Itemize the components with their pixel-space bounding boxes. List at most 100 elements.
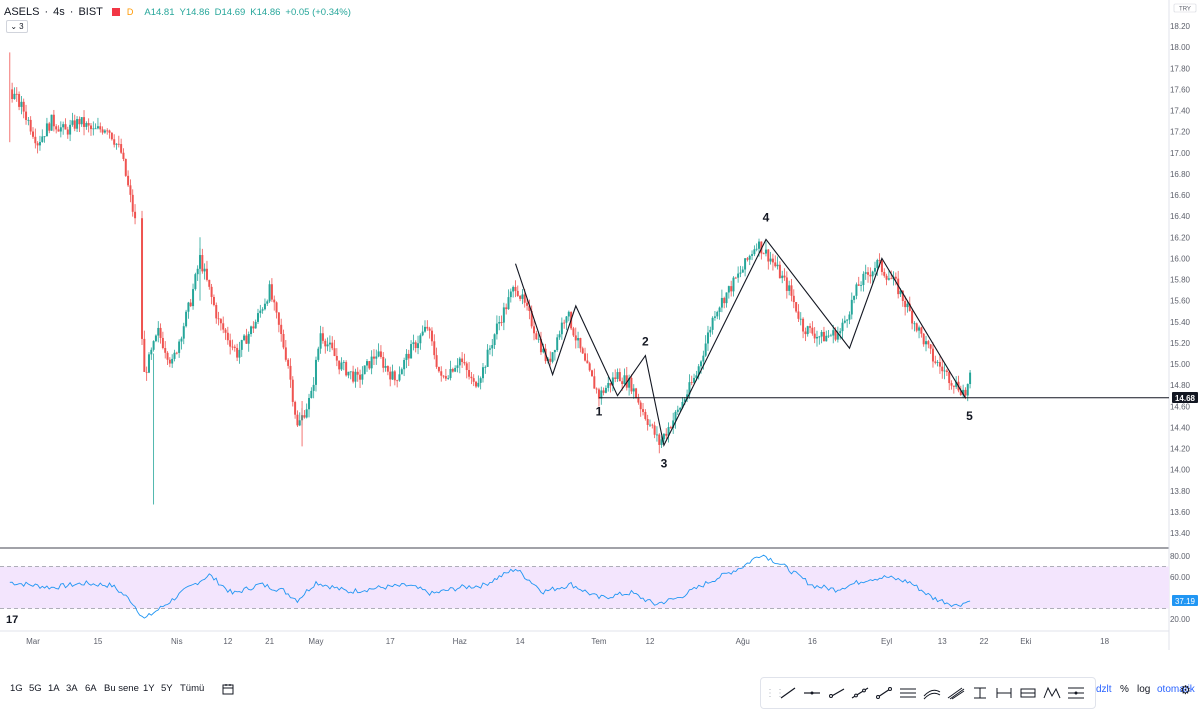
date-price-range-tool[interactable] — [1017, 683, 1039, 703]
candle-body — [748, 255, 751, 260]
candle-body — [345, 362, 348, 376]
candle — [108, 129, 111, 139]
candle — [212, 294, 215, 307]
candle — [639, 400, 642, 417]
candle — [372, 349, 375, 365]
drag-handle-icon[interactable]: ⋮⋮ — [765, 687, 785, 699]
regression-trend-tool[interactable] — [921, 683, 943, 703]
timeframe-button[interactable]: Tümü — [180, 683, 205, 694]
candle — [876, 258, 879, 276]
candle-body — [475, 381, 478, 387]
candle — [48, 121, 51, 134]
currency-badge[interactable] — [1173, 3, 1197, 13]
candle-body — [215, 305, 218, 319]
candle — [931, 342, 934, 368]
symbol-name[interactable]: ASELS — [4, 6, 40, 18]
candle-body — [85, 123, 88, 127]
extended-line-tool[interactable] — [849, 683, 871, 703]
candle — [164, 341, 167, 359]
candle-body — [674, 411, 677, 421]
candle — [648, 419, 651, 428]
chevron-down-icon: ⌄ — [10, 22, 18, 31]
candle-body — [832, 330, 835, 336]
candle-body — [502, 307, 505, 323]
date-range-tool[interactable] — [993, 683, 1015, 703]
candle-body — [103, 130, 106, 133]
candle-body — [238, 349, 241, 358]
candle-body — [331, 342, 334, 349]
candle-body — [463, 361, 466, 364]
timeframe-button[interactable]: 5G — [29, 683, 42, 694]
time-tick-label: 21 — [265, 637, 274, 646]
open-value: A14.81 — [144, 6, 175, 18]
candle-body — [688, 382, 691, 395]
candle — [929, 343, 932, 354]
collapse-indicators-button[interactable]: ⌄ 3 — [6, 20, 28, 33]
timeframe-button[interactable]: Bu sene — [104, 683, 139, 694]
candle — [950, 380, 953, 390]
candle-body — [758, 241, 761, 249]
candle — [502, 302, 505, 331]
candle-body — [449, 368, 452, 379]
candle-body — [45, 123, 48, 137]
candle-body — [827, 335, 830, 337]
timeframe-button[interactable]: 5Y — [161, 683, 173, 694]
candle — [674, 410, 677, 429]
price-range-tool[interactable] — [969, 683, 991, 703]
candle-body — [528, 305, 531, 311]
candle — [535, 330, 538, 340]
candle-body — [127, 175, 130, 186]
candle-body — [952, 385, 955, 387]
extended-hours-toggle[interactable]: dzlt — [1096, 684, 1112, 695]
candle-body — [194, 274, 197, 290]
settings-gear-icon[interactable]: ⚙ — [1180, 683, 1191, 697]
candle-body — [825, 335, 828, 342]
candle — [521, 288, 524, 305]
price-pane[interactable] — [0, 0, 1169, 548]
ray-tool[interactable] — [825, 683, 847, 703]
time-tick-label: May — [308, 637, 323, 646]
candle — [458, 356, 461, 374]
parallel-channel-tool[interactable] — [897, 683, 919, 703]
candle-body — [642, 409, 645, 412]
xabcd-pattern-tool[interactable] — [1041, 683, 1063, 703]
candle-body — [289, 365, 292, 380]
tradingview-logo[interactable]: 17 — [6, 614, 19, 626]
candle-body — [372, 356, 375, 359]
trend-line-tool[interactable] — [777, 683, 799, 703]
log-scale-toggle[interactable]: log — [1137, 684, 1151, 695]
timeframe-button[interactable]: 1A — [48, 683, 60, 694]
currency-label: TRY — [1179, 7, 1191, 13]
candle — [449, 360, 452, 381]
candle-body — [918, 327, 921, 331]
candle-body — [187, 302, 190, 312]
candle — [189, 299, 192, 308]
timeframe-button[interactable]: 6A — [85, 683, 97, 694]
candle — [579, 337, 582, 353]
timeframe-button[interactable]: 1Y — [143, 683, 155, 694]
d-badge: D — [126, 7, 134, 17]
candle — [806, 325, 809, 337]
candle-body — [479, 378, 482, 383]
candle-body — [676, 409, 679, 412]
candle — [635, 387, 638, 399]
timeframe-button[interactable]: 1G — [10, 683, 23, 694]
candle-body — [340, 362, 343, 370]
horizontal-line-tool[interactable] — [801, 683, 823, 703]
interval-label[interactable]: 4s — [53, 6, 65, 18]
fib-retracement-tool[interactable] — [1065, 683, 1087, 703]
candle-body — [36, 143, 39, 146]
pitchfork-tool[interactable] — [945, 683, 967, 703]
percent-scale-toggle[interactable]: % — [1120, 684, 1129, 695]
candle-body — [945, 370, 948, 373]
candle — [539, 331, 542, 355]
time-tick-label: Tem — [591, 637, 606, 646]
candle-body — [145, 371, 148, 373]
info-line-tool[interactable] — [873, 683, 895, 703]
timeframe-button[interactable]: 3A — [66, 683, 78, 694]
candle-body — [734, 277, 737, 279]
candle — [556, 334, 559, 352]
candle-body — [159, 327, 162, 338]
compare-calendar-icon[interactable] — [222, 682, 234, 695]
